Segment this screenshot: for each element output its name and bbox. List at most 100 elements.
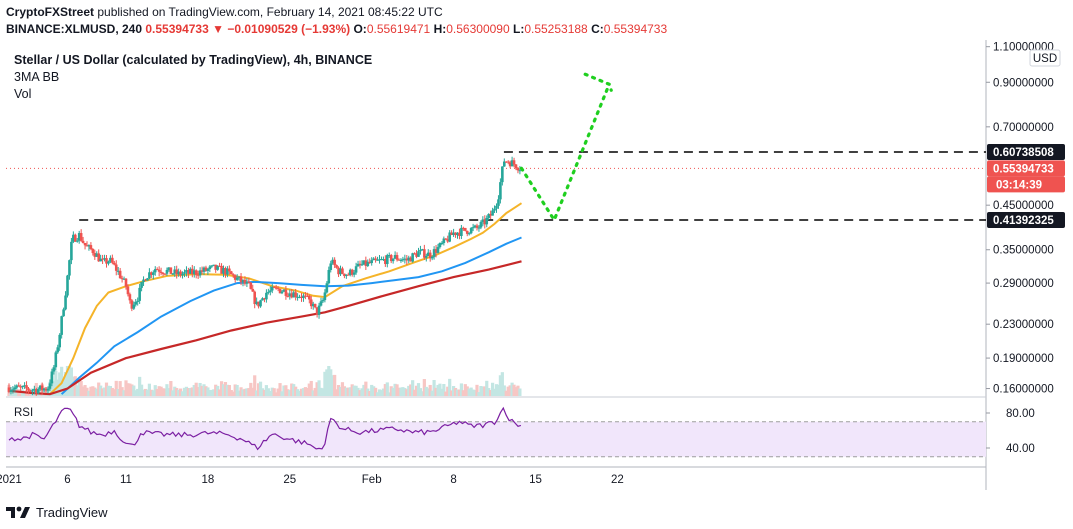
volume-bar (329, 369, 333, 396)
candle-body (473, 225, 477, 228)
candle-body (159, 271, 163, 273)
candle-body (465, 230, 469, 234)
volume-bar (284, 385, 288, 396)
candle-body (333, 259, 336, 266)
candle-body (191, 268, 194, 275)
volume-bar (372, 386, 376, 396)
volume-bar (116, 388, 120, 396)
volume-bar (67, 366, 72, 396)
volume-bar (469, 387, 473, 396)
volume-bar (229, 390, 233, 396)
volume-bar (231, 391, 235, 396)
volume-bar (471, 389, 475, 396)
candle-body (407, 257, 411, 261)
volume-bar (305, 387, 309, 396)
volume-bar (315, 382, 319, 396)
candle-body (40, 385, 44, 391)
volume-bar (512, 384, 516, 396)
volume-label[interactable]: Vol (14, 87, 32, 101)
volume-bar (498, 375, 502, 396)
volume-bar (247, 388, 251, 396)
candle-body (118, 270, 122, 279)
candle-body (298, 296, 301, 298)
footer-brand[interactable]: TradingView (36, 504, 108, 520)
candle-body (237, 276, 241, 278)
candle-body (87, 245, 91, 247)
volume-bar (143, 388, 148, 396)
candle-body (384, 259, 387, 265)
candle-body (368, 261, 372, 264)
candle-body (36, 389, 40, 394)
candle-body (280, 291, 284, 294)
volume-bar (409, 384, 413, 396)
candle-body (290, 293, 294, 298)
candle-body (85, 245, 89, 247)
candle-body (245, 281, 249, 284)
candle-body (165, 269, 169, 274)
chart-canvas[interactable]: RSI 1.10000000 0.90000000 0.70000000 0.4500… (0, 0, 1073, 500)
open-value: 0.55619471 (366, 22, 431, 36)
candle-body (325, 283, 329, 293)
volume-bar (362, 384, 366, 396)
volume-bar (465, 386, 469, 396)
volume-bar (141, 389, 146, 396)
price-tick-label: 0.70000000 (993, 122, 1054, 134)
volume-bar (379, 390, 384, 396)
volume-bar (307, 383, 311, 396)
candle-body (103, 258, 106, 260)
candle-body (510, 160, 514, 167)
last-price: 0.55394733 (145, 22, 209, 36)
volume-bar (317, 380, 321, 396)
candle-body (352, 272, 356, 275)
candle-body (79, 233, 83, 241)
candle-body (300, 296, 303, 298)
candle-body (397, 259, 401, 261)
candle-body (208, 266, 212, 270)
volume-bar (508, 385, 512, 396)
publisher-name[interactable]: CryptoFXStreet (6, 5, 95, 19)
price-tick-label: 0.19000000 (993, 353, 1054, 365)
volume-bar (492, 388, 497, 396)
publish-line: CryptoFXStreet published on TradingView.… (6, 4, 443, 20)
volume-bar (208, 390, 212, 396)
candle-body (317, 305, 321, 315)
indicator-label[interactable]: 3MA BB (14, 70, 60, 84)
candle-body (189, 268, 192, 274)
volume-bar (290, 383, 294, 396)
volume-bar (126, 383, 130, 396)
candle-body (446, 239, 450, 242)
volume-bar (155, 388, 159, 396)
footer: TradingView (6, 501, 108, 523)
volume-bar (452, 386, 456, 396)
candle-body (122, 278, 126, 280)
tradingview-logo-icon[interactable] (6, 505, 32, 519)
candle-body (434, 249, 438, 253)
volume-bar (223, 381, 228, 396)
candle-body (308, 295, 311, 300)
candle-body (200, 270, 204, 272)
candle-body (423, 249, 426, 258)
volume-bar (235, 384, 239, 396)
rsi-tick-label: 80.00 (1006, 408, 1035, 420)
volume-bar (221, 384, 226, 396)
volume-bar (350, 384, 354, 396)
candle-body (66, 275, 69, 296)
candle-body (56, 347, 60, 353)
candle-body (337, 267, 340, 275)
volume-bar (140, 384, 144, 396)
volume-bar (438, 383, 442, 396)
volume-bar (136, 388, 140, 396)
volume-bar (494, 384, 499, 396)
volume-bar (440, 388, 444, 396)
candle-body (255, 301, 258, 305)
volume-bar (149, 389, 153, 396)
volume-bar (453, 387, 458, 396)
candle-body (372, 258, 375, 261)
candle-body (74, 234, 77, 242)
candle-body (302, 295, 305, 298)
candle-body (46, 388, 50, 391)
rsi-label: RSI (14, 407, 33, 419)
candle-body (382, 259, 385, 261)
candle-body (23, 385, 26, 387)
candle-body (243, 279, 247, 284)
